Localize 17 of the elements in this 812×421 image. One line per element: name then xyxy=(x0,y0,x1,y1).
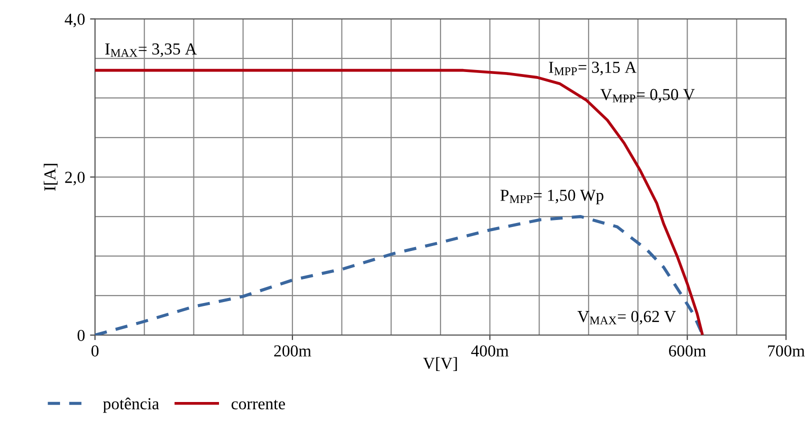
y-axis-title: I[A] xyxy=(44,164,58,191)
x-tick-label: 200m xyxy=(274,345,312,357)
x-tick-label: 400m xyxy=(471,345,509,357)
y-tick-label: 0 xyxy=(78,330,85,342)
y-tick-label: 4,0 xyxy=(64,14,85,28)
legend-label: potência xyxy=(103,398,160,413)
x-tick-label: 0 xyxy=(91,345,99,357)
annotation: V$_{MAX}$= 0,62 V xyxy=(578,310,676,325)
x-axis-title: V[V] xyxy=(423,357,457,371)
annotation: I$_{MPP}$= 3,15 A xyxy=(548,62,637,76)
y-tick-label: 2,0 xyxy=(65,172,85,186)
x-tick-label: 600m xyxy=(669,345,706,357)
legend-label: corrente xyxy=(232,400,285,410)
x-tick-label: 700m xyxy=(768,345,805,357)
annotation: P$_{MPP}$= 1,50 Wp xyxy=(500,190,604,204)
annotation: I$_{MAX}$= 3,35 A xyxy=(105,43,197,57)
annotation: V$_{MPP}$= 0,50 V xyxy=(600,88,695,103)
